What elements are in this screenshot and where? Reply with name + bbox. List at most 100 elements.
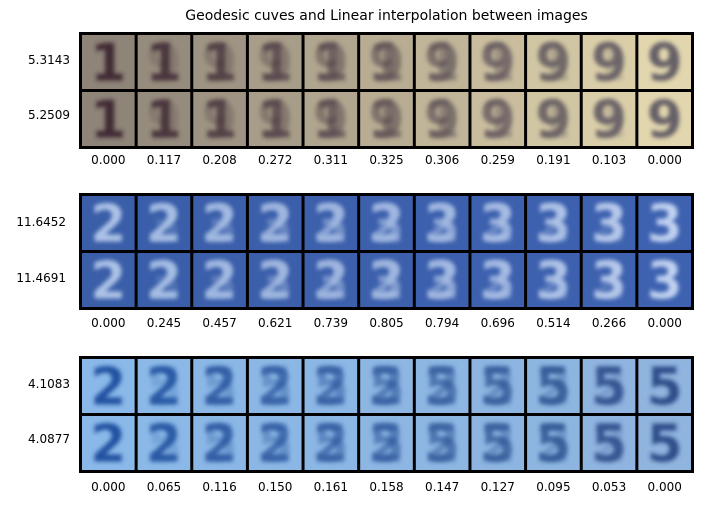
digit-glyph: 5 [369, 414, 405, 473]
thumbnail-3-1-2: 25 [137, 357, 191, 417]
digit-glyph: 1 [146, 90, 182, 149]
digit-glyph: 1 [424, 33, 460, 93]
digit-glyph: 3 [369, 194, 405, 254]
digit-glyph: 5 [202, 357, 238, 417]
digit-glyph: 2 [202, 414, 238, 473]
digit-glyph: 5 [146, 414, 182, 473]
x-tick-3-1: 0.000 [91, 480, 126, 494]
thumbnail-2-2-2: 23 [137, 251, 191, 310]
digit-glyph: 1 [591, 33, 627, 93]
digit-glyph: 3 [146, 251, 182, 310]
thumbnail-3-1-11: 5 [638, 357, 691, 417]
thumbnail-3-2-8: 25 [471, 414, 525, 473]
digit-glyph: 9 [647, 33, 683, 93]
thumbnail-2-1-10: 23 [582, 194, 636, 254]
thumbnail-1-2-9: 19 [527, 90, 580, 149]
x-tick-3-4: 0.150 [258, 480, 293, 494]
digit-glyph: 2 [480, 357, 516, 417]
thumbnail-2-2-8: 23 [471, 251, 525, 310]
thumbnail-3-2-3: 25 [193, 414, 246, 473]
thumbnail-1-1-7: 19 [415, 33, 469, 93]
digit-glyph: 2 [257, 251, 293, 310]
row-label-2-2: 11.4691 [16, 271, 66, 285]
digit-glyph: 5 [257, 357, 293, 417]
digit-glyph: 2 [369, 357, 405, 417]
x-tick-2-10: 0.266 [591, 316, 627, 330]
digit-glyph: 2 [90, 251, 126, 310]
digit-glyph: 5 [591, 357, 627, 417]
thumbnail-3-2-5: 25 [304, 414, 358, 473]
digit-glyph: 2 [202, 251, 238, 310]
digit-glyph: 1 [257, 90, 293, 149]
digit-glyph: 1 [369, 33, 405, 93]
thumbnail-1-2-6: 19 [360, 90, 413, 149]
thumbnail-3-2-2: 25 [137, 414, 191, 473]
digit-glyph: 2 [202, 194, 238, 254]
thumbnail-1-2-5: 19 [304, 90, 358, 149]
x-tick-3-5: 0.161 [313, 480, 349, 494]
digit-glyph: 5 [480, 414, 516, 473]
digit-glyph: 5 [424, 357, 460, 417]
digit-glyph: 2 [424, 251, 460, 310]
x-tick-3-6: 0.158 [369, 480, 404, 494]
digit-glyph: 1 [536, 90, 572, 149]
x-tick-1-10: 0.103 [591, 153, 627, 167]
row-label-1-1: 5.3143 [28, 53, 70, 67]
digit-glyph: 5 [146, 357, 182, 417]
digit-glyph: 1 [202, 90, 238, 149]
digit-glyph: 5 [480, 357, 516, 417]
digit-glyph: 2 [146, 194, 182, 254]
thumbnail-3-1-1: 2 [82, 357, 135, 417]
digit-glyph: 2 [480, 251, 516, 310]
digit-glyph: 2 [536, 251, 572, 310]
digit-glyph: 9 [146, 33, 182, 93]
x-tick-1-3: 0.208 [202, 153, 237, 167]
row-label-3-1: 4.1083 [28, 377, 70, 391]
digit-glyph: 1 [257, 33, 293, 93]
x-ticks-2: 0.000 0.245 0.457 0.621 0.739 0.805 0.794 0.696… [79, 316, 694, 332]
digit-glyph: 3 [257, 194, 293, 254]
digit-glyph: 2 [424, 357, 460, 417]
digit-glyph: 9 [369, 33, 405, 93]
digit-glyph: 5 [313, 357, 349, 417]
row-label-1-2: 5.2509 [28, 108, 70, 122]
x-tick-2-6: 0.805 [369, 316, 404, 330]
digit-glyph: 9 [591, 90, 627, 149]
digit-glyph: 3 [647, 194, 683, 254]
chart-title: Geodesic cuves and Linear interpolation … [185, 8, 588, 24]
digit-glyph: 9 [313, 90, 349, 149]
x-tick-2-5: 0.739 [313, 316, 349, 330]
thumbnail-3-1-6: 25 [360, 357, 413, 417]
x-tick-3-9: 0.095 [536, 480, 571, 494]
thumbnail-3-1-3: 25 [193, 357, 246, 417]
thumbnail-2-1-9: 23 [527, 194, 580, 254]
thumbnail-1-1-4: 19 [248, 33, 302, 93]
digit-glyph: 2 [591, 414, 627, 473]
digit-glyph: 1 [313, 33, 349, 93]
digit-glyph: 2 [257, 414, 293, 473]
digit-glyph: 3 [424, 251, 460, 310]
digit-glyph: 3 [647, 251, 683, 310]
x-tick-1-6: 0.325 [369, 153, 404, 167]
thumbnail-2-1-11: 3 [638, 194, 691, 254]
digit-glyph: 1 [313, 90, 349, 149]
thumbnail-1-2-7: 19 [415, 90, 469, 149]
digit-glyph: 1 [536, 33, 572, 93]
digit-glyph: 3 [591, 194, 627, 254]
digit-glyph: 5 [536, 414, 572, 473]
digit-glyph: 1 [424, 90, 460, 149]
digit-glyph: 2 [313, 414, 349, 473]
digit-glyph: 2 [536, 357, 572, 417]
digit-glyph: 9 [146, 90, 182, 149]
thumbnail-2-2-6: 23 [360, 251, 413, 310]
x-tick-1-1: 0.000 [91, 153, 126, 167]
digit-glyph: 3 [202, 251, 238, 310]
digit-glyph: 5 [647, 414, 683, 473]
x-tick-2-9: 0.514 [536, 316, 571, 330]
x-tick-2-2: 0.245 [146, 316, 182, 330]
thumbnail-1-1-2: 19 [137, 33, 191, 93]
x-tick-2-11: 0.000 [647, 316, 682, 330]
digit-glyph: 9 [313, 33, 349, 93]
